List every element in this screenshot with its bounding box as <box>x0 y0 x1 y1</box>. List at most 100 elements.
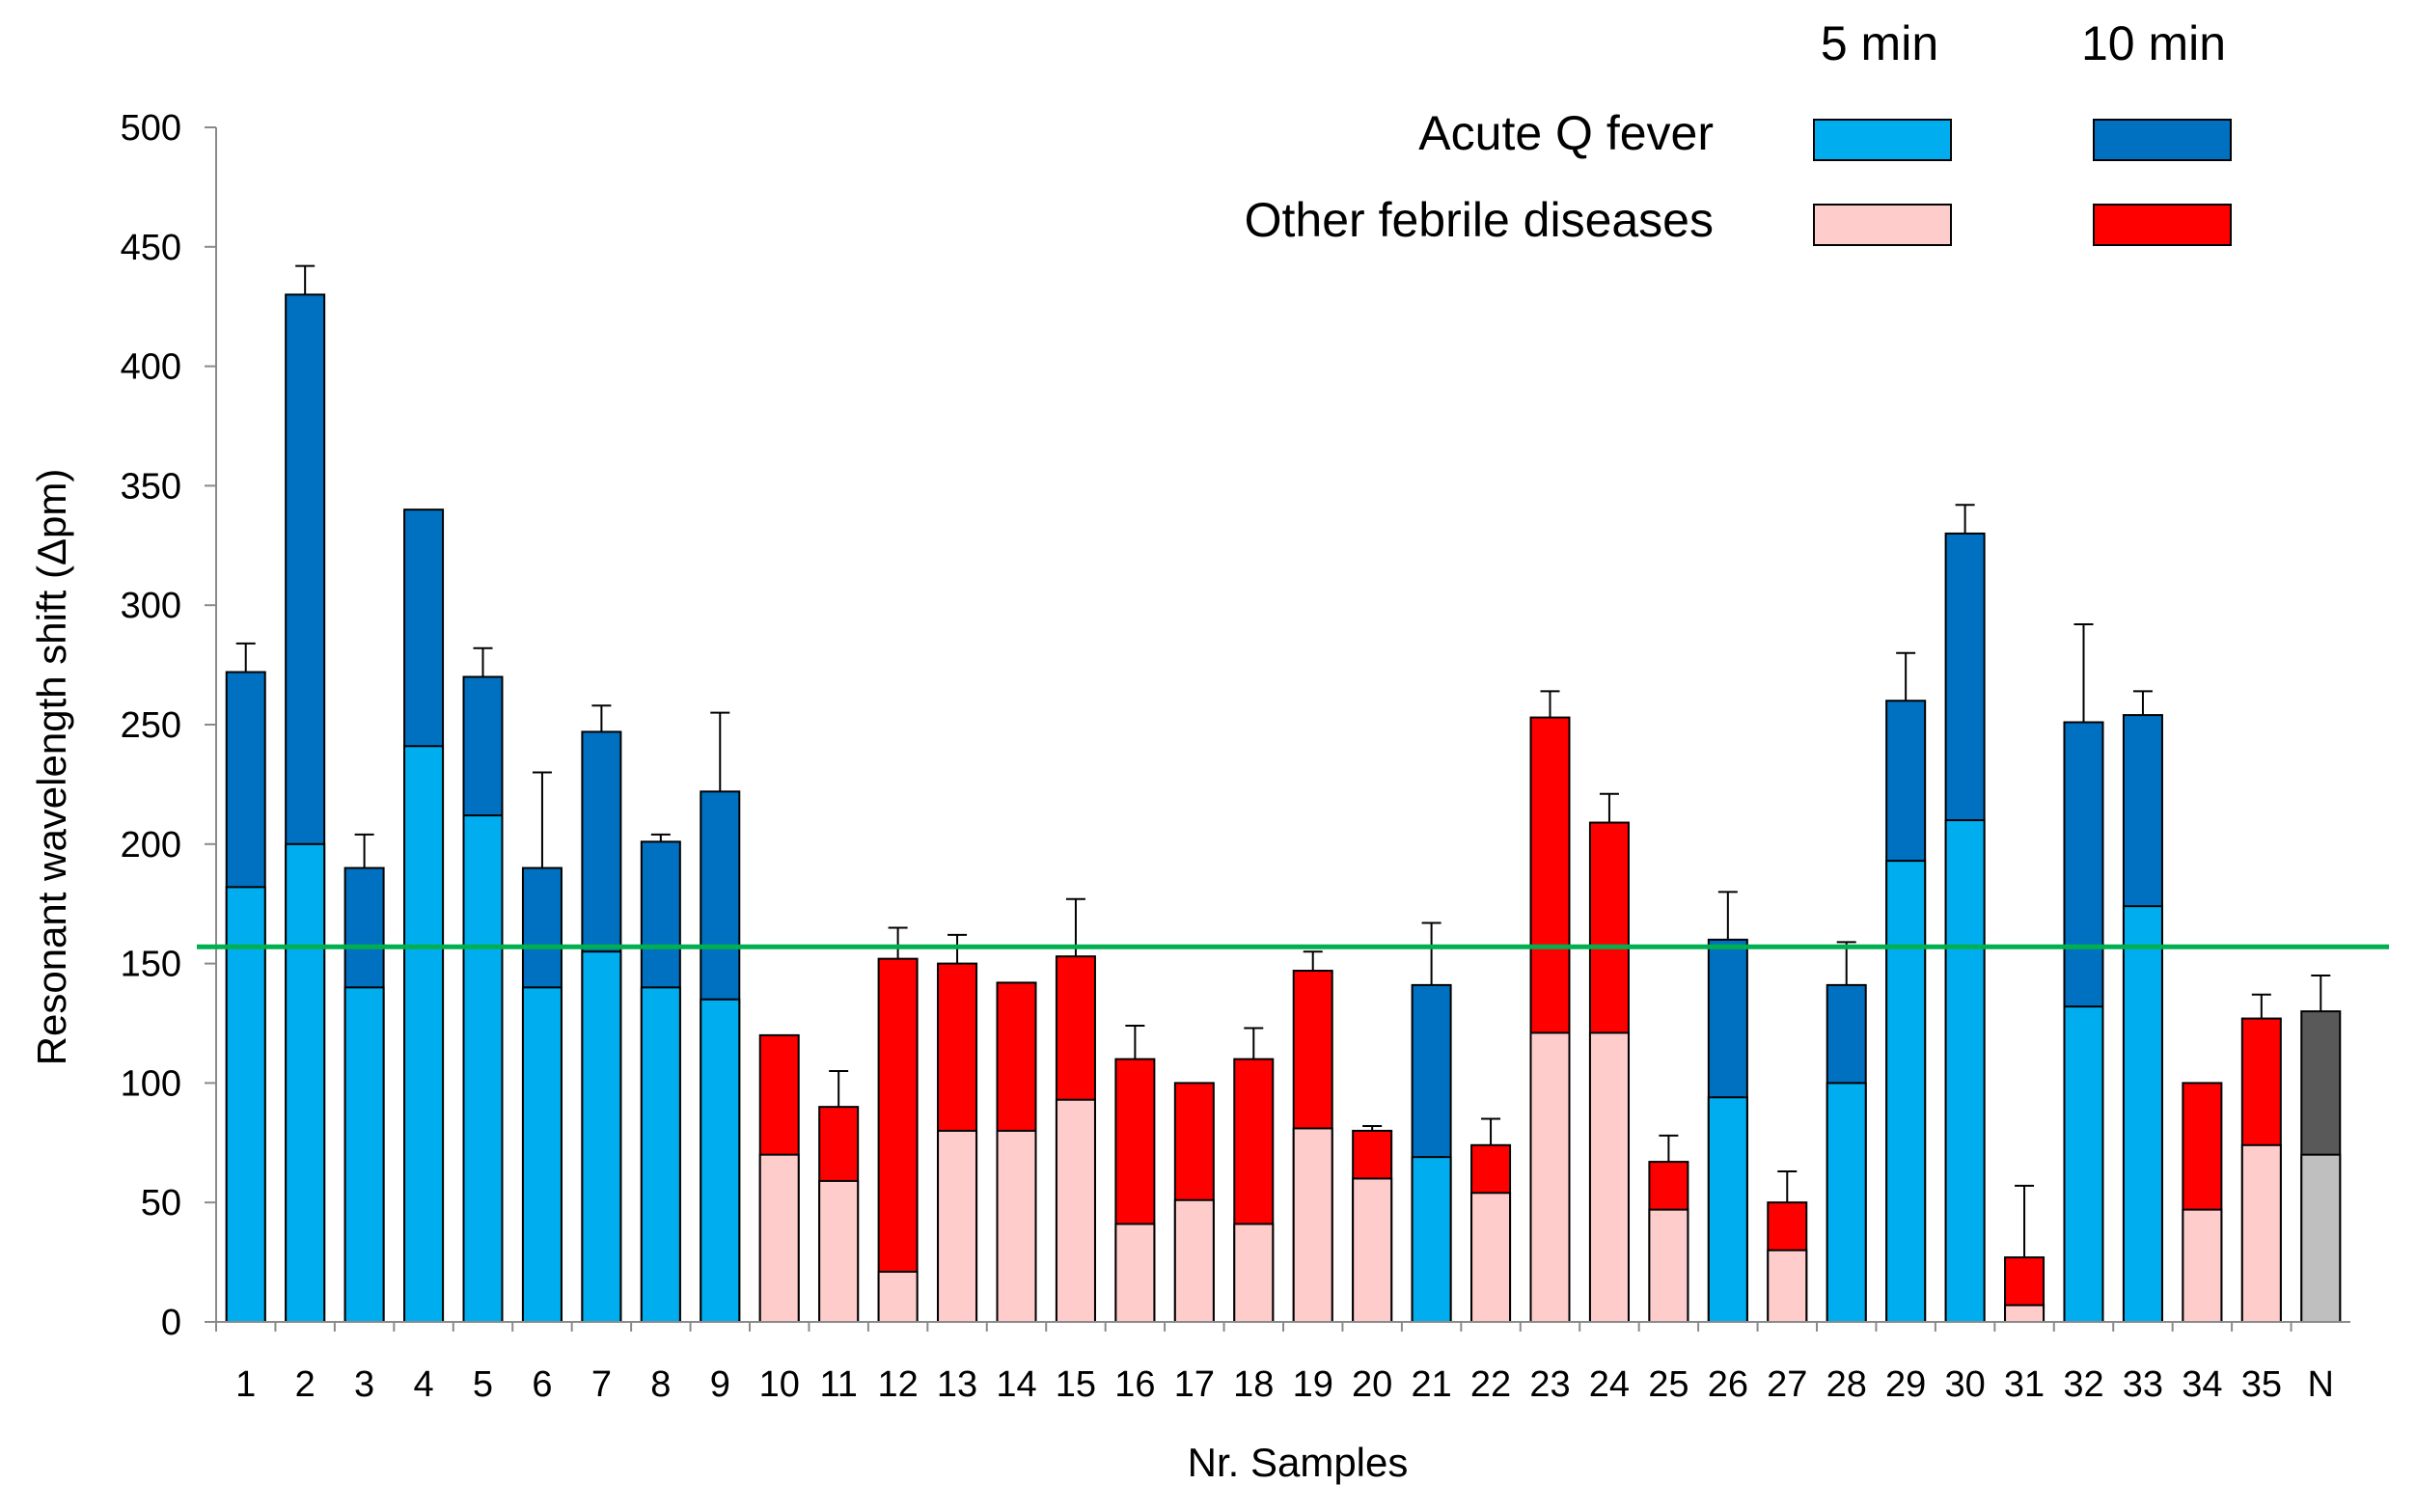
error-bars <box>235 264 2331 1258</box>
y-tick-label: 150 <box>121 945 181 985</box>
y-tick-label: 200 <box>121 825 181 866</box>
bar-5min-8 <box>640 986 681 1323</box>
bars <box>225 293 2342 1324</box>
bar-5min-19 <box>1292 1127 1333 1323</box>
bar-5min-20 <box>1352 1177 1393 1323</box>
bar-5min-35 <box>2240 1143 2282 1323</box>
bar-5min-3 <box>343 986 385 1323</box>
legend-header-10min: 10 min <box>2081 16 2226 70</box>
bar-5min-16 <box>1114 1223 1156 1324</box>
x-tick-label-9: 9 <box>710 1364 730 1405</box>
x-tick-label-32: 32 <box>2063 1364 2103 1405</box>
x-tick-label-34: 34 <box>2182 1364 2222 1405</box>
x-tick-label-1: 1 <box>235 1364 256 1405</box>
bar-5min-30 <box>1944 819 1986 1323</box>
bar-5min-32 <box>2063 1005 2104 1323</box>
x-tick-label-16: 16 <box>1114 1364 1155 1405</box>
bar-5min-13 <box>937 1129 978 1324</box>
bar-5min-10 <box>758 1153 800 1324</box>
bar-5min-9 <box>700 998 741 1323</box>
bar-5min-33 <box>2122 905 2163 1324</box>
x-tick-label-21: 21 <box>1411 1364 1451 1405</box>
bar-5min-15 <box>1055 1098 1096 1324</box>
y-tick-label: 250 <box>121 705 181 746</box>
x-tick-label-12: 12 <box>877 1364 918 1405</box>
bar-5min-4 <box>403 745 445 1323</box>
y-tick-label: 50 <box>141 1183 181 1223</box>
x-tick-label-3: 3 <box>354 1364 374 1405</box>
x-tick-label-35: 35 <box>2241 1364 2282 1405</box>
legend-label-other-febrile: Other febrile diseases <box>1245 193 1714 247</box>
legend-swatch-acute-5min <box>1813 119 1952 161</box>
x-tick-label-15: 15 <box>1056 1364 1096 1405</box>
bar-5min-21 <box>1411 1156 1452 1323</box>
x-tick-label-33: 33 <box>2123 1364 2163 1405</box>
bar-5min-29 <box>1885 860 1927 1324</box>
x-tick-label-18: 18 <box>1233 1364 1274 1405</box>
bar-5min-24 <box>1588 1031 1630 1324</box>
bar-5min-17 <box>1173 1198 1215 1323</box>
x-tick-label-6: 6 <box>532 1364 552 1405</box>
bar-5min-14 <box>996 1129 1037 1324</box>
bar-5min-N <box>2300 1153 2342 1324</box>
x-axis-ticks: 1 2 3 4 5 6 7 8 9 10 11 12 13 14 15 16 17 18 19 20 21 22 23 24 2… <box>215 1322 2334 1405</box>
x-tick-label-8: 8 <box>650 1364 671 1405</box>
y-tick-label: 400 <box>121 347 181 388</box>
y-tick-label: 500 <box>121 108 181 149</box>
bar-5min-26 <box>1707 1096 1748 1323</box>
bar-5min-7 <box>581 950 622 1323</box>
x-tick-label-13: 13 <box>937 1364 977 1405</box>
x-tick-label-22: 22 <box>1470 1364 1511 1405</box>
x-axis-title: Nr. Samples <box>1188 1440 1409 1485</box>
bar-5min-11 <box>818 1179 860 1324</box>
bar-5min-2 <box>285 842 326 1323</box>
bar-5min-28 <box>1826 1082 1867 1324</box>
x-tick-label-23: 23 <box>1529 1364 1570 1405</box>
x-tick-label-20: 20 <box>1352 1364 1392 1405</box>
y-tick-label: 100 <box>121 1063 181 1104</box>
x-tick-label-31: 31 <box>2004 1364 2045 1405</box>
bar-5min-31 <box>2004 1304 2045 1323</box>
bar-5min-1 <box>225 886 266 1323</box>
bar-5min-22 <box>1470 1192 1512 1324</box>
x-tick-label-14: 14 <box>996 1364 1036 1405</box>
x-tick-label-5: 5 <box>473 1364 493 1405</box>
y-tick-label: 350 <box>121 466 181 507</box>
legend-label-acute-q-fever: Acute Q fever <box>1418 106 1714 160</box>
legend-swatch-acute-10min <box>2093 119 2232 161</box>
x-tick-label-19: 19 <box>1293 1364 1333 1405</box>
bar-5min-18 <box>1233 1223 1275 1324</box>
x-tick-label-27: 27 <box>1767 1364 1807 1405</box>
legend: 5 min 10 min Acute Q fever Other febrile… <box>1245 16 2232 247</box>
x-tick-label-25: 25 <box>1648 1364 1688 1405</box>
bar-10min-12 <box>877 957 919 1323</box>
bar-5min-12 <box>877 1271 919 1324</box>
x-tick-label-17: 17 <box>1174 1364 1215 1405</box>
x-tick-label-2: 2 <box>295 1364 316 1405</box>
y-axis-ticks: 0 50 100 150 200 250 300 350 400 450 500 <box>121 108 216 1343</box>
y-tick-label: 0 <box>161 1303 181 1343</box>
x-tick-label-29: 29 <box>1885 1364 1926 1405</box>
legend-header-5min: 5 min <box>1821 16 1938 70</box>
bar-5min-25 <box>1648 1208 1689 1324</box>
x-tick-label-11: 11 <box>819 1364 857 1405</box>
x-tick-label-24: 24 <box>1589 1364 1630 1405</box>
x-tick-label-30: 30 <box>1944 1364 1985 1405</box>
bar-5min-5 <box>462 814 504 1323</box>
x-tick-label-10: 10 <box>759 1364 800 1405</box>
x-tick-label-7: 7 <box>591 1364 612 1405</box>
x-tick-label-26: 26 <box>1708 1364 1748 1405</box>
legend-swatch-other-10min <box>2093 204 2232 246</box>
x-tick-label-4: 4 <box>413 1364 433 1405</box>
x-tick-label-N: N <box>2308 1364 2334 1405</box>
bar-5min-34 <box>2182 1208 2223 1324</box>
y-axis-title: Resonant wavelength shift (Δpm) <box>29 469 74 1066</box>
bar-5min-6 <box>521 986 563 1323</box>
bar-5min-27 <box>1767 1249 1808 1323</box>
x-tick-label-28: 28 <box>1826 1364 1867 1405</box>
bar-5min-23 <box>1529 1031 1571 1324</box>
y-tick-label: 300 <box>121 586 181 626</box>
y-tick-label: 450 <box>121 228 181 268</box>
legend-swatch-other-5min <box>1813 204 1952 246</box>
